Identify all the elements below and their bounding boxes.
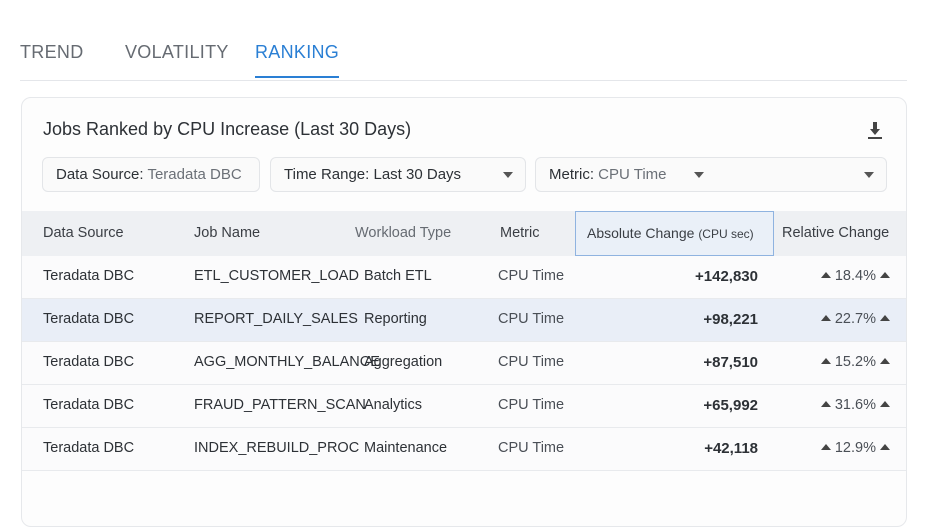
header-label: Absolute Change — [587, 225, 695, 241]
arrow-up-icon — [880, 444, 890, 450]
tab-bar: TREND VOLATILITY RANKING — [20, 0, 907, 81]
cell-absolute-change: +142,830 — [695, 268, 758, 285]
tab-volatility[interactable]: VOLATILITY — [125, 42, 229, 62]
card-title: Jobs Ranked by CPU Increase (Last 30 Day… — [43, 119, 412, 139]
chevron-down-icon — [694, 172, 704, 178]
cell-relative-change: 18.4% — [820, 268, 890, 284]
cell-metric: CPU Time — [498, 440, 565, 456]
cell-workload-type: Maintenance — [364, 440, 448, 456]
arrow-up-icon — [880, 401, 890, 407]
cell-metric: CPU Time — [498, 268, 565, 284]
cell-absolute-change: +65,992 — [703, 397, 758, 414]
header-job-name[interactable]: Job Name — [194, 225, 261, 241]
filter-label: Data Source: — [56, 166, 144, 183]
metric-filter[interactable]: Metric: CPU Time — [535, 157, 887, 192]
tab-ranking[interactable]: RANKING — [255, 42, 340, 78]
header-absolute-change[interactable]: Absolute Change (CPU sec) — [587, 225, 754, 241]
cell-relative-change: 15.2% — [820, 354, 890, 370]
cell-data-source: Teradata DBC — [43, 397, 135, 413]
header-data-source[interactable]: Data Source — [43, 225, 124, 241]
table-row[interactable]: Teradata DBC ETL_CUSTOMER_LOAD Batch ETL… — [22, 256, 906, 299]
arrow-up-icon — [820, 401, 831, 407]
arrow-up-icon — [820, 444, 831, 450]
chevron-down-icon — [503, 172, 513, 178]
cell-workload-type: Reporting — [364, 311, 427, 327]
relative-value: 18.4% — [834, 268, 876, 284]
cell-metric: CPU Time — [498, 397, 565, 413]
cell-job-name: REPORT_DAILY_SALES — [194, 311, 358, 327]
cell-job-name: AGG_MONTHLY_BALANCE — [194, 354, 380, 370]
relative-value: 31.6% — [834, 397, 876, 413]
arrow-up-icon — [820, 358, 831, 364]
filter-value: Teradata DBC — [147, 166, 242, 183]
cell-data-source: Teradata DBC — [43, 311, 135, 327]
header-metric[interactable]: Metric — [500, 225, 540, 241]
absolute-change-header-highlight — [575, 211, 774, 256]
cell-absolute-change: +98,221 — [703, 311, 758, 328]
cell-data-source: Teradata DBC — [43, 440, 135, 456]
header-relative-change[interactable]: Relative Change — [782, 225, 890, 241]
cell-metric: CPU Time — [498, 354, 565, 370]
cell-data-source: Teradata DBC — [43, 268, 135, 284]
table-header: Data Source Job Name Workload Type Metri… — [22, 211, 906, 256]
cell-metric: CPU Time — [498, 311, 565, 327]
time-range-filter[interactable]: Time Range: Last 30 Days — [270, 157, 526, 192]
cell-workload-type: Aggregation — [364, 354, 443, 370]
header-unit: (CPU sec) — [698, 227, 754, 241]
filter-value: CPU Time — [598, 166, 667, 183]
table-row[interactable]: Teradata DBC FRAUD_PATTERN_SCAN Analytic… — [22, 385, 906, 428]
cell-data-source: Teradata DBC — [43, 354, 135, 370]
table-row[interactable]: Teradata DBC INDEX_REBUILD_PROC Maintena… — [22, 428, 906, 471]
cell-workload-type: Batch ETL — [364, 268, 432, 284]
table-row[interactable]: Teradata DBC REPORT_DAILY_SALES Reportin… — [22, 299, 906, 342]
cell-relative-change: 22.7% — [820, 311, 890, 327]
filter-label: Metric: — [549, 166, 594, 183]
relative-value: 15.2% — [834, 354, 876, 370]
tab-trend[interactable]: TREND — [20, 42, 84, 62]
relative-value: 12.9% — [834, 440, 876, 456]
chevron-down-icon — [864, 172, 874, 178]
cell-absolute-change: +42,118 — [704, 440, 758, 457]
cell-workload-type: Analytics — [364, 397, 423, 413]
arrow-up-icon — [880, 315, 890, 321]
data-source-filter[interactable]: Data Source: Teradata DBC — [42, 157, 260, 192]
cell-job-name: FRAUD_PATTERN_SCAN — [194, 397, 366, 413]
header-workload-type[interactable]: Workload Type — [355, 225, 452, 241]
relative-value: 22.7% — [834, 311, 876, 327]
arrow-up-icon — [820, 315, 831, 321]
table-row[interactable]: Teradata DBC AGG_MONTHLY_BALANCE Aggrega… — [22, 342, 906, 385]
arrow-up-icon — [880, 358, 890, 364]
cell-job-name: INDEX_REBUILD_PROC — [194, 440, 360, 456]
cell-relative-change: 12.9% — [820, 440, 890, 456]
arrow-up-icon — [820, 272, 831, 278]
filter-value: Last 30 Days — [373, 166, 462, 183]
cell-job-name: ETL_CUSTOMER_LOAD — [194, 268, 359, 284]
cell-absolute-change: +87,510 — [703, 354, 758, 371]
download-icon[interactable] — [866, 120, 884, 140]
arrow-up-icon — [880, 272, 890, 278]
ranking-card: Jobs Ranked by CPU Increase (Last 30 Day… — [21, 97, 907, 527]
cell-relative-change: 31.6% — [820, 397, 890, 413]
filter-label: Time Range: — [284, 166, 370, 183]
